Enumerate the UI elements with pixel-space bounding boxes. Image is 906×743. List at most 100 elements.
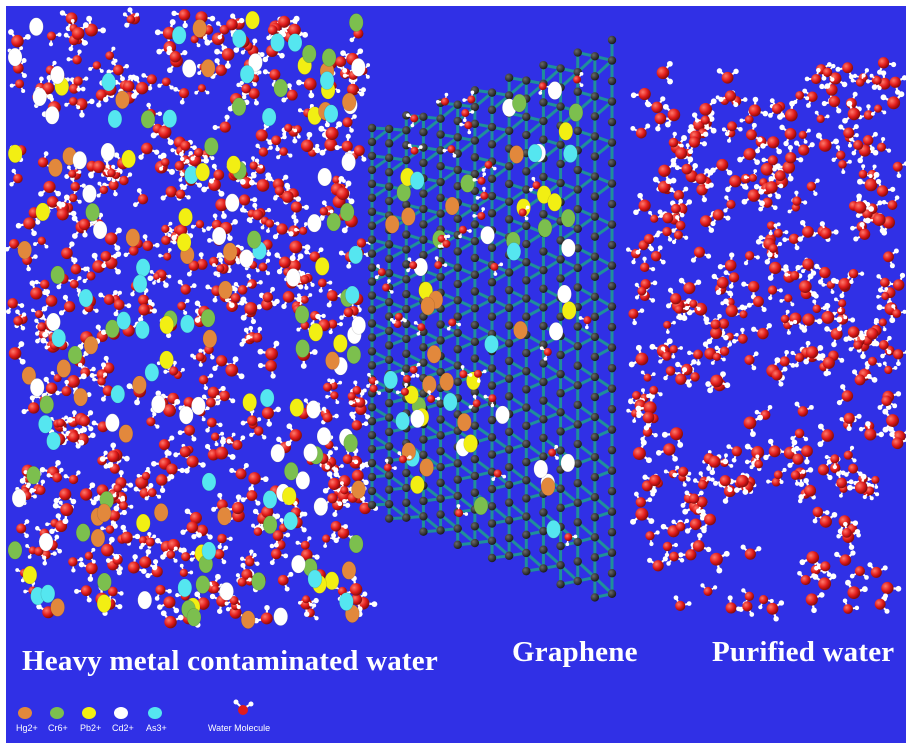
water-molecule	[785, 144, 804, 164]
water-molecule	[834, 550, 856, 566]
water-molecule	[67, 165, 82, 178]
carbon-atom	[522, 548, 531, 558]
water-molecule	[736, 601, 755, 617]
water-molecule	[652, 176, 677, 194]
metal-ion	[159, 315, 174, 335]
metal-ion	[51, 328, 67, 348]
metal-ion	[248, 53, 263, 72]
water-molecule	[779, 294, 795, 307]
water-molecule	[277, 571, 294, 592]
metal-ion	[107, 109, 123, 129]
metal-ion	[201, 541, 217, 561]
metal-ion	[50, 65, 65, 85]
water-molecule	[779, 124, 797, 147]
metal-ion	[294, 305, 310, 324]
carbon-atom	[607, 179, 617, 188]
metal-ion	[351, 58, 366, 77]
carbon-atom	[402, 290, 411, 299]
water-molecule	[140, 531, 155, 547]
carbon-atom	[402, 245, 411, 254]
carbon-atom	[539, 98, 548, 107]
carbon-atom	[487, 502, 497, 511]
metal-ion	[339, 202, 355, 222]
carbon-atom	[504, 162, 514, 171]
water-molecule	[768, 163, 786, 183]
water-molecule	[875, 178, 896, 197]
water-molecule	[867, 562, 888, 578]
carbon-atom	[556, 503, 565, 513]
carbon-atom	[419, 112, 428, 122]
carbon-atom	[573, 557, 582, 566]
water-molecule	[709, 550, 730, 574]
carbon-atom	[607, 220, 617, 229]
water-molecule	[139, 549, 158, 571]
carbon-atom	[402, 304, 411, 314]
metal-ion	[561, 238, 576, 258]
water-molecule	[866, 475, 880, 489]
water-molecule	[874, 593, 890, 614]
water-molecule	[282, 123, 298, 136]
carbon-atom	[402, 334, 411, 344]
carbon-atom	[487, 364, 497, 373]
carbon-atom	[504, 463, 514, 472]
water-molecule	[628, 344, 649, 368]
carbon-atom	[556, 541, 565, 551]
carbon-atom	[453, 475, 462, 484]
water-molecule	[319, 207, 334, 221]
water-molecule	[229, 463, 249, 480]
carbon-atom	[522, 421, 531, 430]
water-molecule	[761, 155, 778, 172]
water-molecule	[191, 524, 213, 540]
carbon-atom	[590, 212, 600, 221]
water-molecule	[150, 125, 174, 146]
water-molecule	[673, 595, 692, 611]
water-molecule	[322, 471, 341, 494]
carbon-atom	[522, 221, 531, 231]
carbon-atom	[402, 498, 411, 507]
water-molecule	[700, 583, 718, 596]
carbon-atom	[367, 193, 377, 203]
metal-ion	[73, 387, 88, 407]
metal-ion	[419, 458, 434, 477]
water-molecule	[663, 320, 676, 334]
carbon-atom	[573, 48, 582, 57]
carbon-atom	[607, 466, 617, 475]
water-molecule	[304, 247, 324, 262]
carbon-atom	[539, 359, 548, 368]
metal-ion	[246, 230, 262, 249]
carbon-atom	[556, 312, 565, 321]
water-molecule	[777, 100, 798, 122]
metal-ion	[323, 104, 339, 124]
carbon-atom	[453, 328, 462, 338]
water-molecule	[225, 356, 245, 380]
water-molecule	[633, 192, 651, 216]
water-molecule	[724, 121, 743, 137]
water-molecule	[842, 100, 861, 124]
metal-ion	[303, 443, 318, 462]
carbon-atom	[453, 116, 462, 126]
water-molecule	[406, 113, 419, 128]
water-molecule	[694, 115, 710, 131]
water-molecule	[836, 384, 854, 406]
carbon-atom	[539, 135, 548, 144]
metal-ion	[261, 107, 277, 127]
water-molecule	[173, 86, 190, 105]
carbon-atom	[487, 174, 497, 183]
carbon-atom	[504, 126, 514, 136]
metal-ion	[46, 431, 61, 451]
carbon-atom	[453, 263, 462, 272]
water-molecule	[842, 598, 860, 614]
water-molecule	[538, 82, 552, 95]
carbon-atom	[556, 64, 565, 73]
water-molecule	[848, 268, 865, 285]
carbon-atom	[522, 530, 531, 539]
water-molecule	[853, 193, 874, 214]
water-molecule	[166, 546, 178, 563]
carbon-atom	[402, 364, 411, 373]
carbon-atom	[504, 215, 514, 224]
water-molecule	[289, 240, 311, 262]
graphene-sheet	[367, 35, 617, 602]
water-molecule	[78, 218, 98, 238]
water-molecule	[261, 406, 281, 427]
